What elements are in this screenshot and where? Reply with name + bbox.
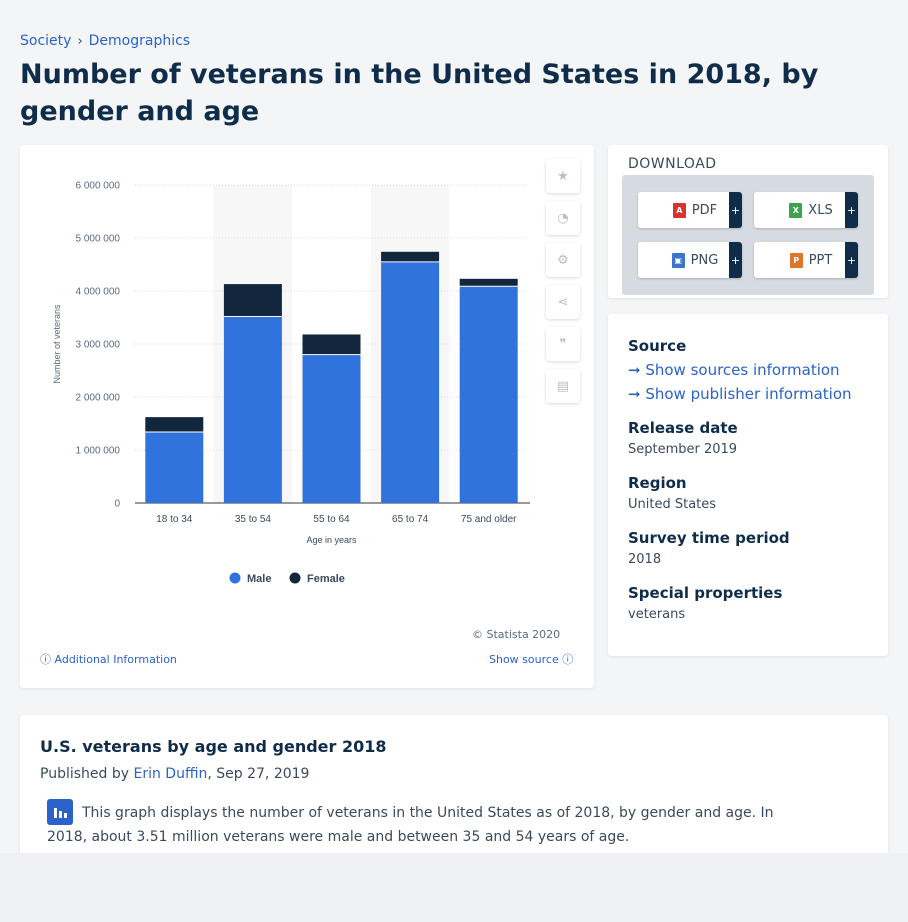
share-icon[interactable]: ⋖ (546, 285, 580, 319)
breadcrumb-society[interactable]: Society (20, 33, 72, 49)
download-pdf-button[interactable]: A PDF + (638, 192, 742, 228)
description-card: U.S. veterans by age and gender 2018 Pub… (20, 715, 888, 865)
bar-male (459, 286, 518, 503)
show-publisher-link[interactable]: ➞ Show publisher information (628, 385, 852, 403)
plus-icon[interactable]: + (729, 242, 742, 278)
y-tick-label: 0 (114, 499, 120, 510)
plus-icon[interactable]: + (845, 192, 858, 228)
bar-female (381, 251, 440, 262)
bar-male (223, 316, 282, 503)
bar-female (459, 278, 518, 286)
arrow-right-icon: ➞ (628, 361, 646, 379)
show-sources-label: Show sources information (645, 361, 840, 379)
y-tick-label: 6 000 000 (76, 181, 121, 192)
plus-icon[interactable]: + (729, 192, 742, 228)
xls-label: XLS (808, 202, 833, 218)
pdf-icon: A (672, 202, 686, 218)
png-icon: ▣ (671, 252, 685, 268)
bar-female (223, 284, 282, 316)
x-tick-label: 75 and older (461, 514, 517, 525)
publish-date: , Sep 27, 2019 (207, 766, 310, 782)
show-source-label: Show source (489, 653, 559, 666)
published-by-label: Published by (40, 766, 130, 782)
additional-information-label: Additional Information (54, 653, 177, 666)
download-ppt-button[interactable]: P PPT + (754, 242, 858, 278)
release-date-label: Release date (628, 419, 738, 437)
special-properties-value: veterans (628, 607, 686, 622)
region-label: Region (628, 474, 687, 492)
region-value: United States (628, 497, 717, 512)
info-icon: ⓘ (40, 653, 55, 666)
show-publisher-label: Show publisher information (645, 385, 852, 403)
y-axis-label: Number of veterans (52, 304, 62, 384)
copyright: © Statista 2020 (472, 628, 561, 641)
y-tick-label: 4 000 000 (76, 287, 121, 298)
page-title: Number of veterans in the United States … (20, 59, 819, 127)
x-tick-label: 55 to 64 (313, 514, 350, 525)
x-tick-label: 65 to 74 (392, 514, 429, 525)
ppt-icon: P (789, 252, 803, 268)
notification-bell-icon[interactable]: ◔ (546, 201, 580, 235)
download-card: DOWNLOAD A PDF + X XLS + ▣ PNG + P PPT + (608, 145, 888, 298)
bar-male (302, 355, 361, 503)
bar-female (302, 334, 361, 355)
bar-chart-icon (47, 799, 73, 825)
chart-actions: ★ ◔ ⚙ ⋖ ❞ ▤ (546, 159, 580, 411)
bar-female (145, 417, 204, 432)
show-source-link[interactable]: Show source ⓘ (489, 651, 573, 667)
png-label: PNG (690, 252, 719, 268)
description-text: This graph displays the number of vetera… (47, 805, 774, 845)
x-tick-label: 35 to 54 (235, 514, 272, 525)
breadcrumb: Society › Demographics (20, 33, 190, 49)
x-axis-label: Age in years (306, 535, 357, 545)
release-date-value: September 2019 (628, 442, 738, 457)
footer-band (0, 853, 908, 922)
y-tick-label: 1 000 000 (76, 446, 121, 457)
chart-card: 0 1 000 000 2 000 000 3 000 000 4 000 000 5 0… (20, 145, 594, 688)
ppt-label: PPT (808, 252, 833, 268)
legend-label-female: Female (307, 573, 345, 585)
cite-quote-icon[interactable]: ❞ (546, 327, 580, 361)
y-tick-label: 5 000 000 (76, 234, 121, 245)
download-xls-button[interactable]: X XLS + (754, 192, 858, 228)
page-header: Society › Demographics Number of veteran… (0, 0, 908, 140)
arrow-right-icon: ➞ (628, 385, 646, 403)
download-buttons: A PDF + X XLS + ▣ PNG + P PPT + (622, 175, 874, 295)
xls-icon: X (789, 202, 803, 218)
additional-information-link[interactable]: ⓘ Additional Information (40, 651, 177, 667)
legend-marker-female (289, 572, 301, 584)
bar-male (381, 262, 440, 503)
x-tick-label: 18 to 34 (156, 514, 193, 525)
settings-gear-icon[interactable]: ⚙ (546, 243, 580, 277)
print-icon[interactable]: ▤ (546, 369, 580, 403)
y-tick-label: 3 000 000 (76, 340, 121, 351)
chevron-right-icon: › (77, 33, 83, 49)
y-tick-label: 2 000 000 (76, 393, 121, 404)
favorite-star-icon[interactable]: ★ (546, 159, 580, 193)
source-info-card: Source ➞ Show sources information ➞ Show… (608, 314, 888, 656)
legend-marker-male (229, 572, 241, 584)
source-label: Source (628, 337, 687, 355)
author-link[interactable]: Erin Duffin (133, 766, 208, 782)
breadcrumb-demographics[interactable]: Demographics (88, 33, 191, 49)
pdf-label: PDF (691, 202, 718, 218)
description-title: U.S. veterans by age and gender 2018 (40, 737, 387, 756)
download-title: DOWNLOAD (628, 156, 717, 172)
special-properties-label: Special properties (628, 584, 783, 602)
bar-chart: 0 1 000 000 2 000 000 3 000 000 4 000 000 5 0… (52, 181, 530, 585)
info-icon: ⓘ (558, 653, 574, 666)
legend-label-male: Male (247, 573, 271, 585)
published-by: Published by Erin Duffin, Sep 27, 2019 (40, 766, 309, 782)
bar-male (145, 432, 204, 503)
survey-period-label: Survey time period (628, 529, 790, 547)
survey-period-value: 2018 (628, 552, 662, 567)
download-png-button[interactable]: ▣ PNG + (638, 242, 742, 278)
plus-icon[interactable]: + (845, 242, 858, 278)
show-sources-link[interactable]: ➞ Show sources information (628, 361, 840, 379)
